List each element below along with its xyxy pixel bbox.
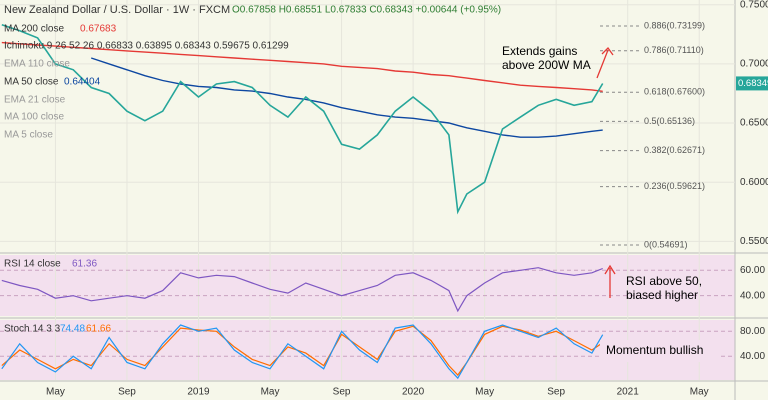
y-tick-label: 40.00 [740,290,765,301]
y-tick-label: 80.00 [740,326,765,337]
x-tick-label: May [475,387,494,398]
annotation: RSI above 50, [626,274,702,288]
y-tick-label: 60.00 [740,265,765,276]
legend-entry: EMA 21 close [4,95,66,106]
ma-line [90,57,603,138]
legend-entry: EMA 110 close [4,59,70,70]
arrow [604,264,616,298]
chart-title: New Zealand Dollar / U.S. Dollar · 1W · … [4,4,230,16]
last-price-label: 0.68349 [738,78,768,89]
legend-entry: Ichimoku 9 26 52 26 0.66833 0.63895 0.68… [4,41,289,52]
x-tick-label: May [261,387,280,398]
legend-value: 0.64404 [64,77,101,88]
fib-label: 0.886(0.73199) [644,20,705,30]
fib-label: 0(0.54691) [644,239,688,249]
legend-entry: MA 50 close [4,77,59,88]
annotation: Momentum bullish [606,343,703,357]
x-tick-label: Sep [118,387,136,398]
panel-value: 74.48 [60,324,85,335]
annotation-box [600,340,720,362]
fib-label: 0.236(0.59621) [644,181,705,191]
x-tick-label: Sep [333,387,351,398]
last-price-box [736,76,768,91]
panel-value: 61.36 [72,259,97,270]
legend-entry: MA 100 close [4,112,64,123]
legend-value: 0.67683 [80,24,117,35]
stoch-k-line [1,324,604,380]
panel-title: Stoch 14 3 3 [4,324,61,335]
y-tick-label: 40.00 [740,351,765,362]
x-tick-label: 2019 [187,387,210,398]
rsi-line [1,267,603,313]
annotation: Extends gains [502,44,577,58]
fib-label: 0.618(0.67600) [644,87,705,97]
annotation: biased higher [626,288,698,302]
price-line [1,24,604,215]
ohlc: O0.67858 H0.68551 L0.67833 C0.68343 +0.0… [232,5,501,16]
x-tick-label: 2021 [617,387,640,398]
rsi-panel [0,255,735,316]
stoch-d-line [1,325,604,376]
panel-value: 61.66 [86,324,111,335]
x-tick-label: 2020 [402,387,425,398]
x-tick-label: May [690,387,709,398]
fib-label: 0.786(0.71110) [644,45,704,55]
ma-line [1,41,603,92]
legend-entry: MA 5 close [4,130,53,141]
x-tick-label: May [46,387,65,398]
legend-entry: MA 200 close [4,24,64,35]
x-tick-label: Sep [547,387,565,398]
arrow [596,46,614,79]
fib-label: 0.5(0.65136) [644,116,695,126]
annotation: above 200W MA [502,58,591,72]
fib-label: 0.382(0.62671) [644,145,705,155]
panel-title: RSI 14 close [4,259,61,270]
